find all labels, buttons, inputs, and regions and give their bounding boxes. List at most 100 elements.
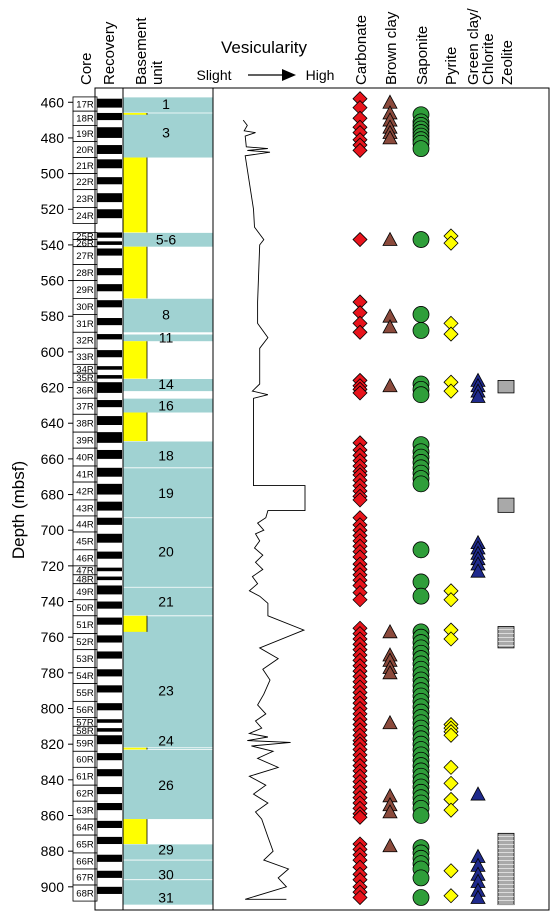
core-label: 23R [76,194,94,205]
zeolite-marker [497,626,515,649]
vesicularity-header: Vesicularity [221,38,307,57]
vesicularity-curve [242,119,306,900]
recovery-bar [97,400,122,408]
recovery-bar [97,551,122,559]
saponite-marker [412,306,430,323]
recovery-bar [97,735,122,745]
recovery-bar [97,467,122,477]
recovery-bar [97,432,122,443]
recovery-bar [97,98,122,108]
core-label: 46R [76,553,94,564]
recovery-bar [97,719,122,723]
recovery-bar [97,601,122,609]
pyrite-marker [443,383,459,399]
unit-fill [123,615,213,748]
recovery-bar [97,366,122,370]
depth-tick-label: 720 [41,558,65,574]
brown-clay-marker [382,837,398,853]
core-label: 30R [76,302,94,313]
core-label: 39R [76,436,94,447]
carbonate-marker [352,324,368,340]
core-label: 42R [76,486,94,497]
recovery-bar [97,533,122,543]
unit-label: 5-6 [156,232,176,248]
core-label: 62R [76,789,94,800]
recovery-bar [97,318,122,326]
recovery-bar [97,416,122,426]
unit-fill [123,298,213,333]
core-label: 19R [76,129,94,140]
core-label: 26R [76,239,94,250]
brown-clay-marker [382,377,398,393]
core-label: 65R [76,839,94,850]
core-label: 52R [76,637,94,648]
recovery-bar [97,284,122,292]
saponite-marker [412,573,430,591]
recovery-bar [97,886,122,894]
core-label: 43R [76,503,94,514]
carbonate-header: Carbonate [353,15,370,85]
saponite-marker [412,140,430,158]
recovery-bar [97,300,122,308]
unit-fill [123,398,213,413]
depth-tick-label: 640 [41,415,65,431]
pyrite-header: Pyrite [443,47,460,85]
core-label: 51R [76,620,94,631]
basement-unit-header: Basementunit [133,17,166,85]
depth-tick-label: 800 [41,701,65,717]
basement-unit-labels: 1 3 5-6 8 11 14 16 18 19 20 21 23 24 26 29 30 31 [156,96,176,905]
core-label: 21R [76,161,94,172]
depth-tick-label: 620 [41,380,65,396]
core-label: 38R [76,419,94,430]
recovery-bar [97,449,122,459]
gap-fill [123,615,147,632]
header-line: Chlorite [480,33,497,85]
core-label: 18R [76,114,94,125]
unit-fill [123,747,213,750]
unit-label: 11 [159,330,174,346]
recovery-bar [97,382,122,393]
core-label: 31R [76,319,94,330]
header-line: Basement [133,17,150,85]
saponite-marker [412,475,430,493]
depth-tick-label: 840 [41,772,65,788]
depth-tick-label: 740 [41,594,65,610]
unit-label: 21 [158,594,174,610]
main-frame [212,87,550,911]
core-label: 44R [76,519,94,530]
saponite-marker [412,322,430,339]
depth-tick-label: 760 [41,629,65,645]
core-label: 17R [76,99,94,110]
unit-fill [123,378,213,392]
recovery-bar [97,209,122,219]
unit-fill [123,860,213,880]
recovery-bar [97,501,122,511]
recovery-header: Recovery [101,21,118,85]
recovery-bar [97,567,122,572]
pyrite-marker [443,326,459,342]
recovery-bar [97,703,122,711]
brown-clay-marker [382,130,398,145]
core-label: 58R [76,726,94,737]
saponite-header: Saponite [414,26,431,85]
core-label: 37R [76,402,94,413]
carbonate-marker [352,385,368,401]
recovery-bar [97,241,122,245]
unit-label: 1 [162,96,170,112]
core-label: 24R [76,211,94,222]
pyrite-marker [443,235,459,251]
core-label: 63R [76,806,94,817]
saponite-marker [412,587,430,605]
brown-clay-marker [382,623,398,639]
depth-tick-label: 480 [41,130,65,146]
core-label: 45R [76,536,94,547]
recovery-bar [97,248,122,256]
saponite-marker [412,231,430,248]
unit-label: 19 [158,485,174,501]
recovery-bar [97,268,122,276]
pyrite-marker [443,863,459,879]
unit-label: 23 [158,683,174,699]
core-label: 49R [76,587,94,598]
core-label: 57R [76,717,94,728]
recovery-bar [97,836,122,845]
